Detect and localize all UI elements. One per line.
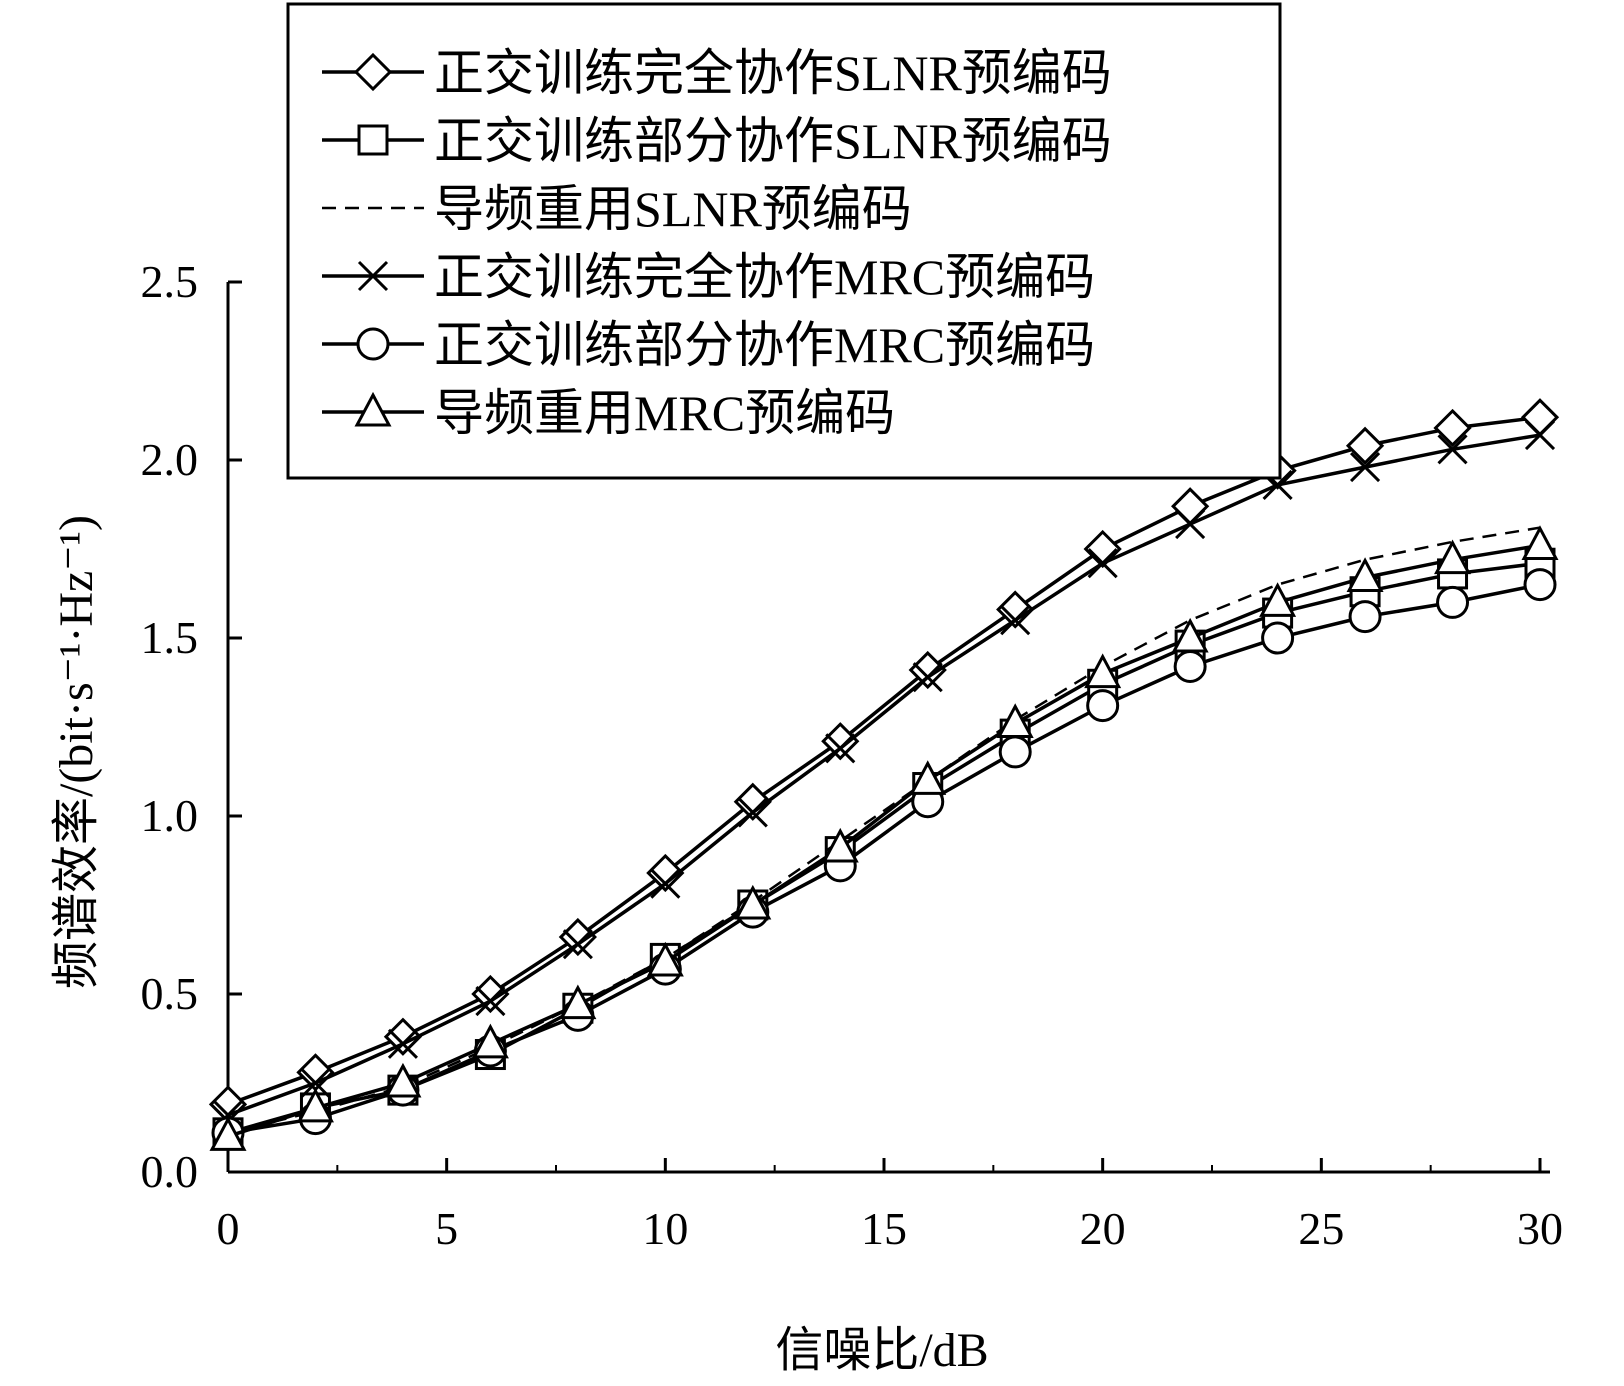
y-tick-label: 0.5 [141, 968, 199, 1019]
data-point-circle [1348, 600, 1382, 634]
legend-item: 导频重用SLNR预编码 [322, 181, 912, 237]
series-line [227, 543, 1541, 1139]
data-point-triangle [1346, 557, 1384, 592]
data-point-diamond [733, 782, 772, 821]
legend-label: 正交训练部分协作SLNR预编码 [434, 113, 1112, 169]
series-line [227, 561, 1541, 1135]
x-tick-label: 25 [1298, 1203, 1344, 1254]
series-4 [212, 420, 1556, 1131]
y-tick-label: 2.0 [141, 434, 199, 485]
data-point-diamond [1083, 529, 1122, 569]
series-6 [209, 525, 1559, 1151]
data-point-x [1524, 420, 1556, 451]
data-point-x [387, 1028, 418, 1059]
y-axis-label: 频谱效率/(bit·s⁻¹·Hz⁻¹) [50, 515, 103, 989]
legend-item: 正交训练完全协作MRC预编码 [322, 249, 1095, 305]
data-point-x [650, 868, 681, 899]
data-point-x [737, 797, 768, 828]
y-tick-label: 1.0 [141, 790, 199, 841]
y-tick-label: 0.0 [141, 1146, 199, 1197]
legend-marker-diamond [353, 52, 393, 92]
data-point-triangle [1171, 617, 1209, 653]
data-point-circle [1523, 568, 1557, 602]
data-point-circle [1086, 689, 1120, 723]
x-axis-label: 信噪比/dB [775, 1324, 988, 1377]
data-point-triangle [909, 760, 947, 795]
data-point-triangle [734, 884, 772, 920]
legend-marker-triangle [354, 391, 392, 427]
legend: 正交训练完全协作SLNR预编码正交训练部分协作SLNR预编码导频重用SLNR预编… [286, 2, 1282, 480]
legend-label: 正交训练完全协作SLNR预编码 [434, 45, 1112, 101]
data-point-diamond [996, 590, 1035, 629]
data-point-x [562, 929, 593, 960]
data-point-x [1175, 509, 1206, 540]
data-point-circle [998, 735, 1032, 769]
legend-label: 导频重用SLNR预编码 [434, 181, 912, 237]
series-line [227, 526, 1541, 1135]
x-tick-label: 10 [642, 1203, 688, 1254]
legend-box [286, 2, 1282, 480]
legend-item: 正交训练部分协作MRC预编码 [322, 317, 1095, 373]
data-point-x [1437, 434, 1468, 465]
data-point-x [475, 986, 506, 1017]
legend-item: 正交训练完全协作SLNR预编码 [322, 45, 1112, 101]
data-point-triangle [471, 1023, 509, 1059]
series-line [227, 582, 1541, 1135]
series-3 [227, 526, 1541, 1135]
data-point-diamond [1520, 398, 1560, 437]
legend-label: 正交训练部分协作MRC预编码 [434, 317, 1095, 373]
data-point-x [912, 662, 943, 693]
x-tick-label: 5 [435, 1203, 458, 1254]
data-point-triangle [1434, 539, 1472, 575]
data-point-x [300, 1067, 331, 1099]
series-group [208, 398, 1560, 1151]
legend-item: 正交训练部分协作SLNR预编码 [322, 113, 1112, 169]
data-point-diamond [646, 853, 685, 893]
data-point-x [825, 733, 856, 764]
data-point-triangle [1084, 653, 1122, 689]
legend-marker-square [357, 124, 389, 156]
series-line [227, 415, 1541, 1107]
data-point-x [1087, 548, 1118, 579]
data-point-x [1350, 452, 1381, 483]
data-point-triangle [384, 1062, 422, 1098]
series-5 [211, 568, 1557, 1150]
x-tick-label: 15 [861, 1203, 907, 1254]
series-1 [208, 398, 1560, 1124]
data-point-triangle [559, 984, 597, 1020]
axes [226, 280, 1550, 1174]
legend-marker-x [357, 260, 389, 292]
tick-labels: 0 5 10 15 20 25 30 0.0 0.5 1.0 1.5 2.0 2.5 [141, 256, 1564, 1254]
legend-label: 正交训练完全协作MRC预编码 [434, 249, 1095, 305]
data-point-circle [1436, 585, 1470, 619]
y-tick-label: 2.5 [141, 256, 199, 307]
legend-marker-circle [356, 327, 390, 361]
data-point-diamond [1345, 426, 1385, 465]
data-point-circle [1173, 649, 1207, 683]
data-point-triangle [1259, 582, 1297, 617]
legend-label: 导频重用MRC预编码 [434, 385, 895, 441]
data-point-diamond [1433, 408, 1472, 448]
x-tick-label: 20 [1080, 1203, 1126, 1254]
data-point-triangle [1521, 525, 1559, 560]
data-point-triangle [209, 1116, 247, 1151]
y-tick-label: 1.5 [141, 612, 199, 663]
legend-item: 导频重用MRC预编码 [322, 385, 895, 441]
x-tick-label: 0 [217, 1203, 240, 1254]
data-point-x [1000, 605, 1031, 636]
data-point-triangle [646, 941, 684, 977]
data-point-triangle [996, 703, 1034, 738]
data-point-triangle [821, 827, 859, 863]
data-point-triangle [296, 1087, 334, 1123]
series-line [227, 433, 1541, 1117]
x-tick-label: 30 [1517, 1203, 1563, 1254]
data-point-circle [1261, 621, 1295, 655]
